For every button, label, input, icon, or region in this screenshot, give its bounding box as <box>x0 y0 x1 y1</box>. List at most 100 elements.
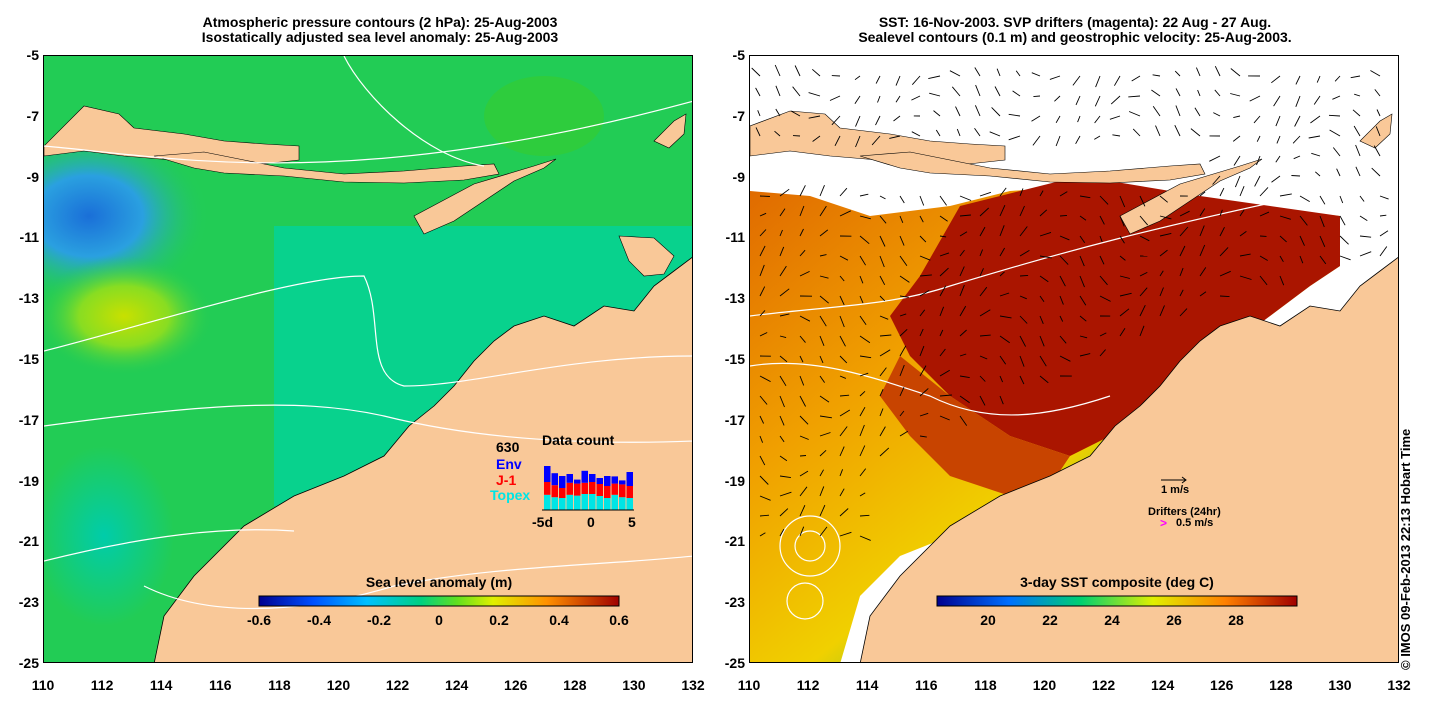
velocity-arrow <box>939 267 949 277</box>
legend-env: Env <box>496 456 522 472</box>
velocity-arrow <box>1259 275 1268 286</box>
velocity-arrow <box>1315 171 1321 177</box>
velocity-arrow <box>1059 214 1068 217</box>
data-count-bar-env <box>611 476 618 484</box>
velocity-arrow <box>799 270 810 277</box>
velocity-arrow <box>819 395 830 403</box>
velocity-arrow <box>779 491 792 497</box>
velocity-arrow <box>939 415 950 421</box>
velocity-arrow <box>1254 175 1261 187</box>
velocity-arrow <box>919 345 925 357</box>
velocity-arrow <box>1119 275 1131 279</box>
velocity-arrow <box>1259 211 1270 217</box>
velocity-arrow <box>819 315 827 327</box>
velocity-arrow <box>819 375 825 383</box>
lesser-sunda-islands <box>859 151 1206 184</box>
velocity-arrow <box>1230 68 1241 77</box>
velocity-arrow <box>899 410 905 417</box>
velocity-arrow <box>1094 135 1101 140</box>
velocity-arrow <box>1279 235 1287 243</box>
velocity-arrow <box>1271 75 1281 84</box>
longitude-tick: 128 <box>1269 677 1293 693</box>
sea-level-colorbar-label: Sea level anomaly (m) <box>365 574 513 590</box>
velocity-arrow <box>979 309 991 317</box>
velocity-arrow <box>919 309 926 317</box>
velocity-arrow <box>1119 292 1132 297</box>
pressure-contour-6 <box>143 555 692 610</box>
data-count-bar-env <box>604 476 611 486</box>
velocity-arrow <box>839 488 845 497</box>
data-count-bar-env <box>581 470 588 483</box>
velocity-arrow <box>999 205 1006 217</box>
sea-level-colorbar <box>258 595 620 607</box>
drifters-speed: 0.5 m/s <box>1176 517 1214 529</box>
velocity-arrow <box>1114 75 1121 86</box>
velocity-arrow <box>1151 89 1161 97</box>
velocity-arrow <box>1079 235 1086 243</box>
velocity-arrow <box>1059 235 1070 241</box>
velocity-arrow <box>819 486 825 497</box>
data-count-bar-chart <box>542 466 634 511</box>
data-count-bar-env <box>566 474 573 483</box>
data-count-bar-env <box>574 479 581 484</box>
velocity-arrow <box>1339 235 1349 245</box>
longitude-tick: 128 <box>563 677 587 693</box>
velocity-arrow <box>1139 271 1148 277</box>
velocity-arrow <box>1279 215 1291 220</box>
sea-level-anomaly-svg <box>44 56 692 662</box>
velocity-arrow <box>1275 155 1281 163</box>
velocity-arrow <box>1152 105 1161 117</box>
islet-east <box>618 235 675 277</box>
velocity-arrow <box>939 369 950 377</box>
velocity-arrow <box>799 395 806 407</box>
velocity-arrow <box>859 372 869 377</box>
velocity-arrow <box>839 275 845 282</box>
velocity-arrow <box>899 195 905 204</box>
velocity-arrow <box>1199 208 1206 217</box>
longitude-tick: 124 <box>1150 677 1175 693</box>
velocity-arrow <box>939 215 948 222</box>
sea-level-colorbar-tick: -0.2 <box>366 612 392 628</box>
velocity-arrow <box>1195 67 1201 77</box>
latitude-tick: -13 <box>724 290 745 307</box>
velocity-arrow <box>879 235 886 247</box>
longitude-tick: 112 <box>90 677 114 693</box>
velocity-arrow <box>1355 166 1361 177</box>
velocity-arrow <box>1199 267 1207 277</box>
data-count-bar-j1 <box>611 483 618 495</box>
velocity-arrow <box>1275 115 1281 127</box>
velocity-arrow <box>759 395 768 405</box>
velocity-arrow <box>1079 195 1091 199</box>
velocity-arrow <box>859 390 866 397</box>
pressure-contour-2 <box>343 56 485 167</box>
velocity-arrow <box>1299 255 1304 264</box>
velocity-arrow <box>1039 209 1048 217</box>
velocity-arrow <box>774 64 781 77</box>
velocity-arrow <box>1055 115 1061 124</box>
sea-level-colorbar-tick: 0.4 <box>549 612 569 628</box>
velocity-arrow <box>1039 190 1044 197</box>
islet-northeast <box>653 113 687 149</box>
longitude-tick: 122 <box>1091 677 1116 693</box>
latitude-tick: -17 <box>724 411 745 428</box>
velocity-arrow <box>759 286 766 297</box>
latitude-tick: -21 <box>18 533 39 550</box>
velocity-arrow <box>779 313 790 317</box>
velocity-arrow <box>1110 95 1121 105</box>
velocity-arrow <box>959 395 970 404</box>
velocity-arrow <box>1119 235 1125 244</box>
velocity-arrow <box>839 409 851 417</box>
velocity-arrow <box>879 367 887 377</box>
latitude-tick: -19 <box>18 472 39 489</box>
velocity-arrow <box>819 229 829 237</box>
velocity-arrow <box>759 195 770 197</box>
velocity-arrow <box>951 86 961 97</box>
velocity-arrow <box>1190 128 1201 137</box>
velocity-arrow <box>1295 75 1301 85</box>
velocity-arrow <box>1059 295 1064 305</box>
velocity-arrow <box>834 135 841 147</box>
velocity-arrow <box>1219 209 1223 217</box>
latitude-tick: -11 <box>19 229 39 246</box>
velocity-arrow <box>1059 315 1064 322</box>
longitude-tick: 116 <box>914 677 938 693</box>
